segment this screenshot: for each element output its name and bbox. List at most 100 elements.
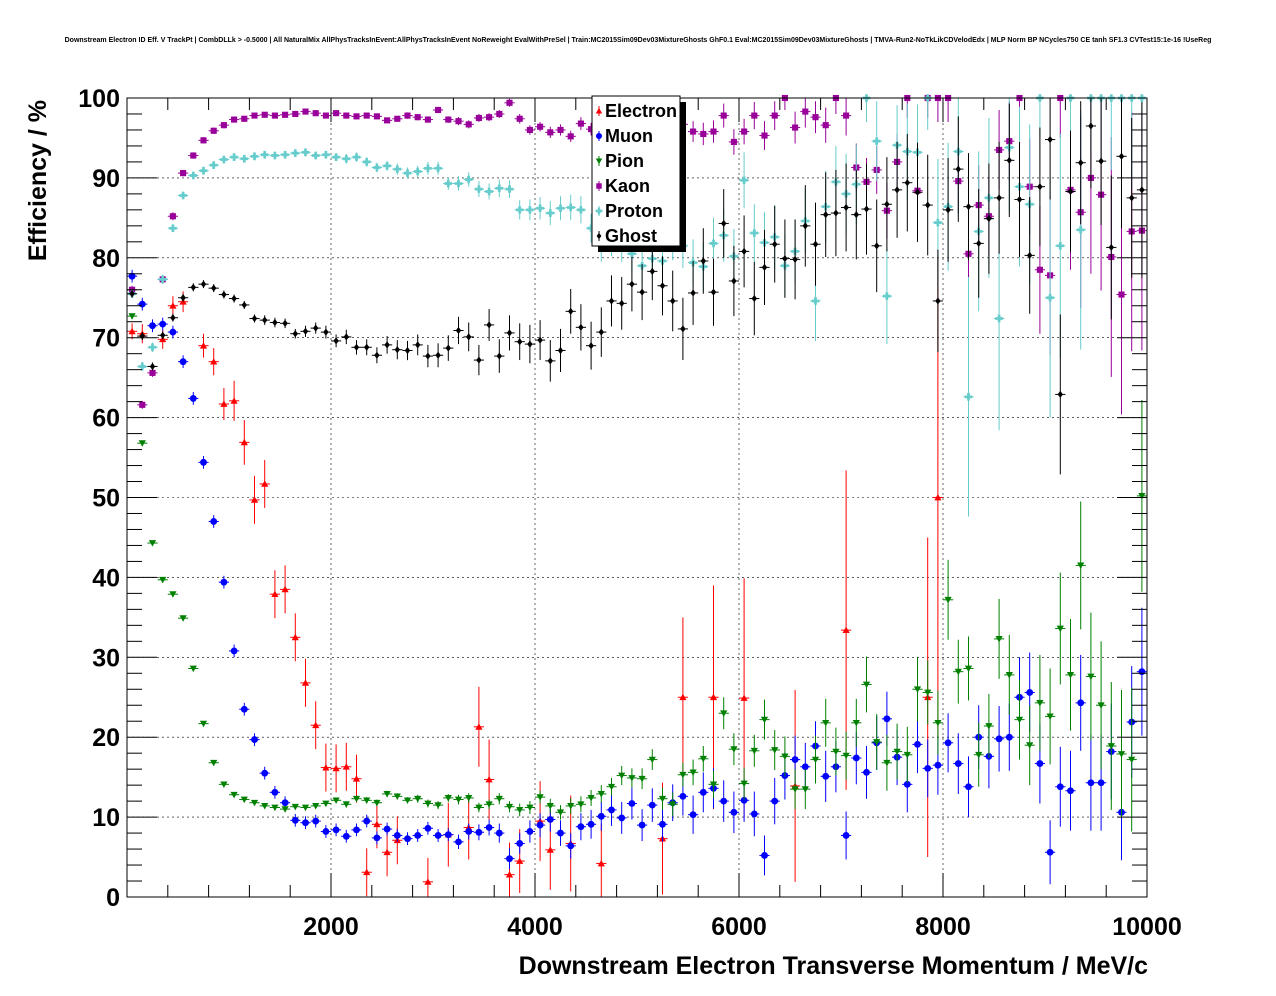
data-point-proton — [229, 153, 240, 162]
data-point-kaon — [320, 112, 331, 119]
data-point-proton — [504, 180, 515, 198]
data-marker — [271, 590, 279, 598]
y-tick-label: 20 — [92, 724, 120, 752]
data-marker — [434, 802, 442, 809]
data-point-kaon — [422, 116, 433, 123]
data-point-ghost — [1045, 98, 1056, 200]
data-marker — [506, 855, 513, 863]
data-point-ghost — [229, 294, 240, 303]
data-marker — [893, 748, 901, 756]
data-marker — [720, 710, 728, 717]
data-marker — [516, 115, 523, 122]
data-marker — [1138, 668, 1146, 676]
data-point-ghost — [1085, 98, 1096, 189]
data-point-ghost — [433, 343, 444, 368]
data-point-ghost — [688, 260, 699, 325]
data-marker — [944, 739, 952, 747]
data-point-muon — [749, 791, 760, 837]
data-point-ghost — [218, 290, 229, 299]
data-marker — [149, 362, 156, 371]
data-point-muon — [626, 787, 637, 820]
data-point-ghost — [208, 284, 219, 293]
data-marker — [435, 351, 441, 359]
data-marker — [750, 810, 758, 818]
data-marker — [515, 206, 524, 214]
data-point-ghost — [586, 321, 597, 370]
data-marker — [250, 799, 259, 807]
data-marker — [1005, 671, 1013, 679]
data-point-pion — [800, 769, 811, 810]
data-point-muon — [331, 823, 342, 837]
data-point-kaon — [300, 108, 311, 115]
data-point-ghost — [259, 315, 270, 325]
data-marker — [342, 832, 350, 840]
data-marker — [170, 314, 176, 322]
data-point-muon — [841, 811, 852, 860]
data-point-kaon — [728, 129, 739, 155]
data-point-pion — [504, 801, 515, 813]
data-point-electron — [269, 570, 280, 619]
data-marker — [556, 204, 565, 213]
data-marker — [424, 824, 432, 832]
data-marker — [547, 129, 554, 136]
data-marker — [904, 179, 910, 187]
data-point-proton — [167, 224, 178, 233]
data-point-muon — [728, 791, 739, 834]
data-point-pion — [779, 736, 790, 777]
data-point-ghost — [861, 163, 872, 255]
data-point-kaon — [820, 107, 831, 143]
data-marker — [709, 693, 718, 701]
data-point-muon — [555, 820, 566, 846]
data-point-pion — [453, 794, 464, 805]
data-point-pion — [351, 795, 362, 803]
data-point-kaon — [239, 115, 250, 122]
data-point-ghost — [708, 258, 719, 326]
data-marker — [148, 540, 157, 547]
data-marker — [291, 633, 299, 641]
data-marker — [546, 816, 554, 823]
data-marker — [342, 763, 350, 770]
data-marker — [271, 804, 279, 812]
data-point-pion — [300, 804, 311, 812]
data-marker — [557, 346, 564, 355]
data-point-muon — [647, 788, 658, 822]
data-point-pion — [443, 793, 454, 802]
data-marker — [138, 440, 146, 447]
data-marker — [516, 840, 524, 847]
data-marker — [557, 126, 564, 134]
data-point-pion — [341, 801, 352, 808]
data-point-proton — [575, 196, 586, 224]
data-marker — [301, 804, 310, 812]
data-point-pion — [1116, 690, 1127, 818]
data-marker — [740, 780, 748, 788]
data-point-ghost — [820, 172, 831, 258]
data-marker — [955, 165, 961, 173]
data-marker — [413, 167, 422, 176]
data-marker — [352, 795, 361, 803]
data-marker — [833, 209, 839, 217]
data-point-muon — [994, 706, 1005, 772]
data-point-pion — [524, 801, 535, 814]
data-point-pion — [290, 803, 301, 811]
data-marker — [1036, 266, 1043, 273]
data-marker — [1036, 699, 1044, 707]
data-marker — [282, 319, 288, 327]
data-point-muon — [371, 831, 382, 845]
data-point-muon — [575, 813, 586, 841]
data-point-pion — [198, 720, 209, 728]
data-point-ghost — [922, 154, 933, 256]
data-marker — [536, 794, 544, 801]
data-point-ghost — [167, 313, 178, 322]
data-marker — [903, 751, 911, 759]
data-point-pion — [963, 636, 974, 701]
data-point-ghost — [830, 169, 841, 257]
data-marker — [485, 775, 493, 783]
data-marker — [260, 150, 269, 159]
data-point-kaon — [810, 101, 821, 134]
data-point-proton — [208, 161, 219, 170]
data-marker — [710, 128, 717, 135]
data-marker — [424, 878, 432, 885]
data-point-kaon — [565, 130, 576, 142]
data-point-muon — [484, 819, 495, 836]
data-marker — [374, 351, 380, 359]
